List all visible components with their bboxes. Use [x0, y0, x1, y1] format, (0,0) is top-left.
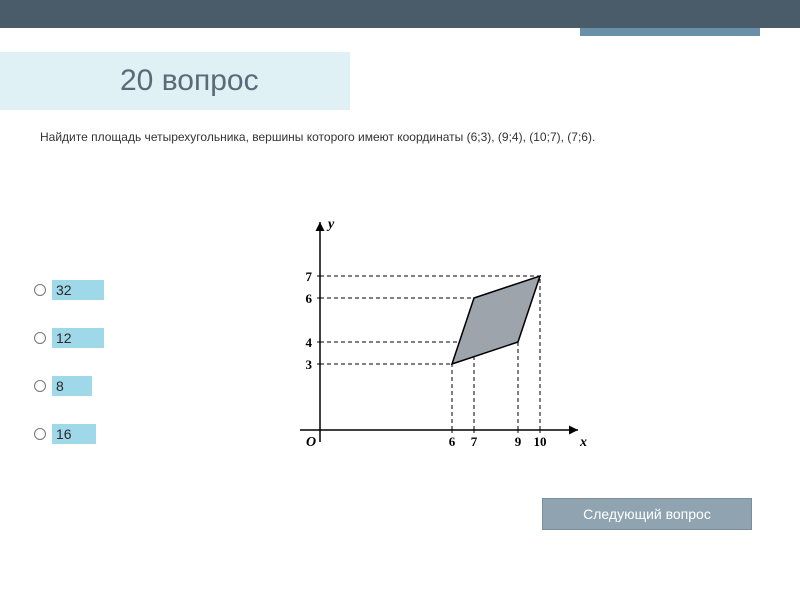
- radio-input[interactable]: [34, 428, 46, 440]
- answer-label: 32: [52, 280, 104, 300]
- question-text: Найдите площадь четырехугольника, вершин…: [40, 130, 770, 144]
- answer-label: 16: [52, 424, 96, 444]
- svg-text:y: y: [326, 217, 335, 232]
- question-number-title: 20 вопрос: [120, 64, 259, 98]
- accent-strip: [580, 28, 760, 36]
- answer-option[interactable]: 16: [34, 424, 104, 444]
- svg-text:10: 10: [534, 434, 547, 449]
- answer-option[interactable]: 32: [34, 280, 104, 300]
- next-question-button[interactable]: Следующий вопрос: [542, 498, 752, 530]
- svg-text:4: 4: [306, 335, 313, 350]
- svg-text:9: 9: [515, 434, 522, 449]
- svg-text:6: 6: [306, 291, 313, 306]
- svg-text:3: 3: [306, 357, 313, 372]
- radio-input[interactable]: [34, 332, 46, 344]
- answers-group: 32 12 8 16: [34, 280, 104, 472]
- svg-text:O: O: [306, 435, 316, 450]
- top-bar: [0, 0, 800, 28]
- radio-input[interactable]: [34, 284, 46, 296]
- coordinate-chart: 679103467xyO: [270, 210, 590, 460]
- svg-text:x: x: [579, 435, 587, 450]
- answer-option[interactable]: 12: [34, 328, 104, 348]
- radio-input[interactable]: [34, 380, 46, 392]
- title-block: 20 вопрос: [0, 52, 350, 110]
- answer-label: 12: [52, 328, 104, 348]
- svg-text:7: 7: [471, 434, 478, 449]
- svg-text:7: 7: [306, 269, 313, 284]
- svg-text:6: 6: [449, 434, 456, 449]
- answer-label: 8: [52, 376, 92, 396]
- answer-option[interactable]: 8: [34, 376, 104, 396]
